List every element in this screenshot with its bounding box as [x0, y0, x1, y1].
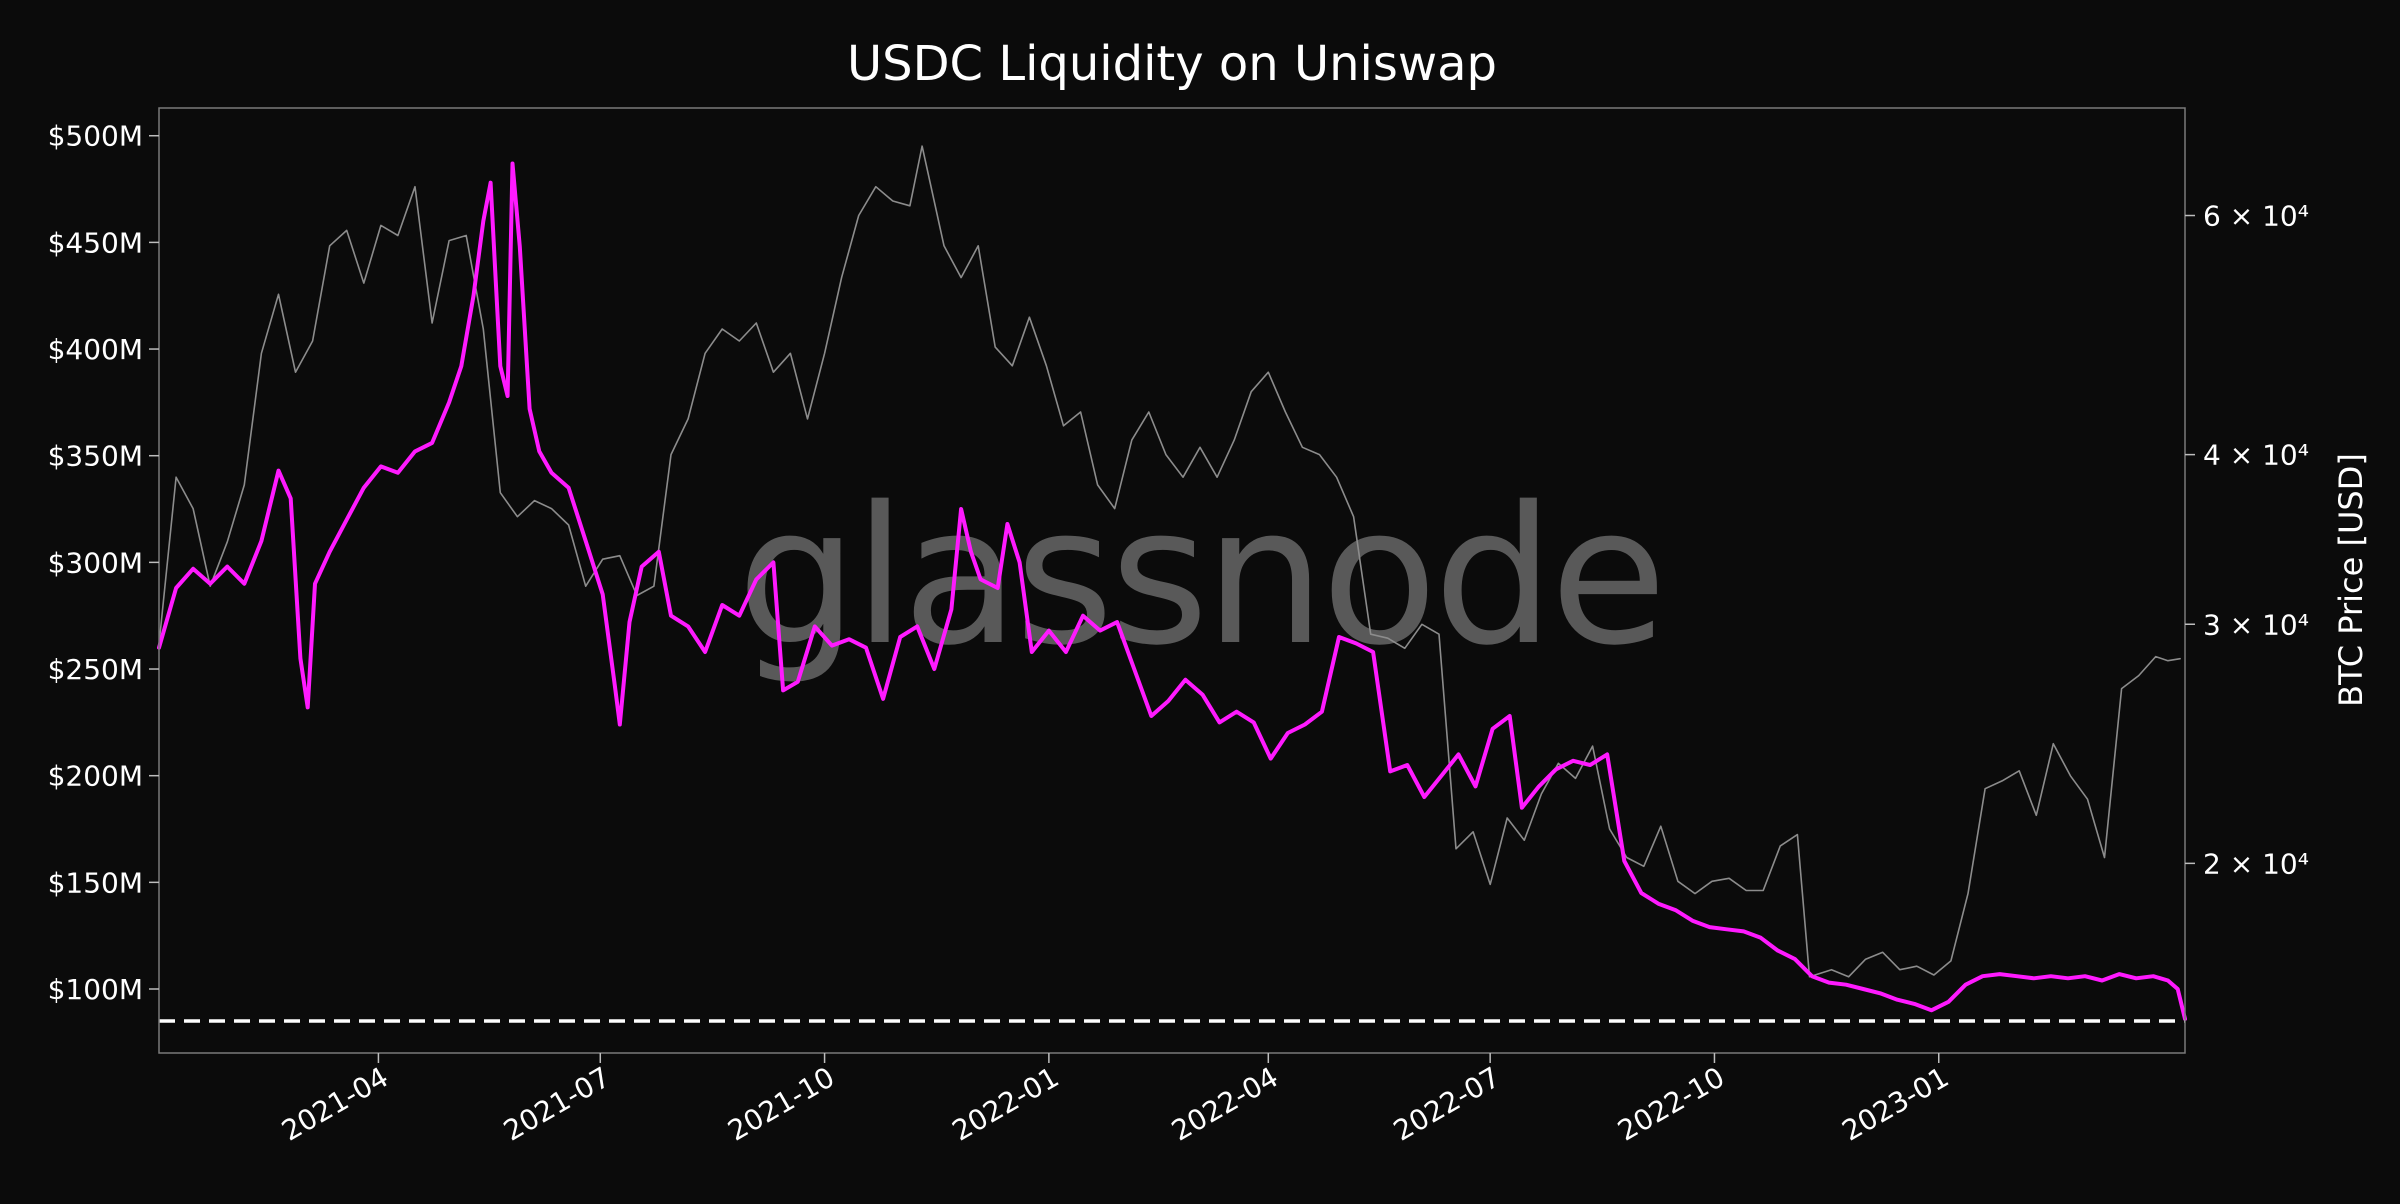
left-axis-tick-label: $450M	[48, 226, 143, 259]
left-axis-tick-label: $250M	[48, 653, 143, 686]
plot-area	[157, 145, 2187, 1023]
right-axis-tick-label: 6 × 10⁴	[2203, 200, 2309, 233]
usdc-liquidity-line	[157, 161, 2187, 1021]
right-axis-tick-label: 2 × 10⁴	[2203, 847, 2309, 880]
right-axis-tick-label: 3 × 10⁴	[2203, 608, 2309, 641]
right-axis-tick-label: 4 × 10⁴	[2203, 439, 2309, 472]
left-axis-tick-label: $300M	[48, 546, 143, 579]
left-axis-tick-label: $150M	[48, 866, 143, 899]
plot-frame	[158, 107, 2186, 1054]
left-axis-tick-label: $500M	[48, 120, 143, 153]
left-axis-tick-label: $400M	[48, 333, 143, 366]
btc-price-line	[158, 145, 2181, 978]
chart-title: USDC Liquidity on Uniswap	[847, 36, 1497, 92]
left-axis-tick-label: $350M	[48, 440, 143, 473]
right-axis-label: BTC Price [USD]	[2332, 453, 2370, 707]
left-axis-tick-label: $100M	[48, 973, 143, 1006]
watermark-text: glassnode	[737, 466, 1663, 687]
left-axis-tick-label: $200M	[48, 760, 143, 793]
